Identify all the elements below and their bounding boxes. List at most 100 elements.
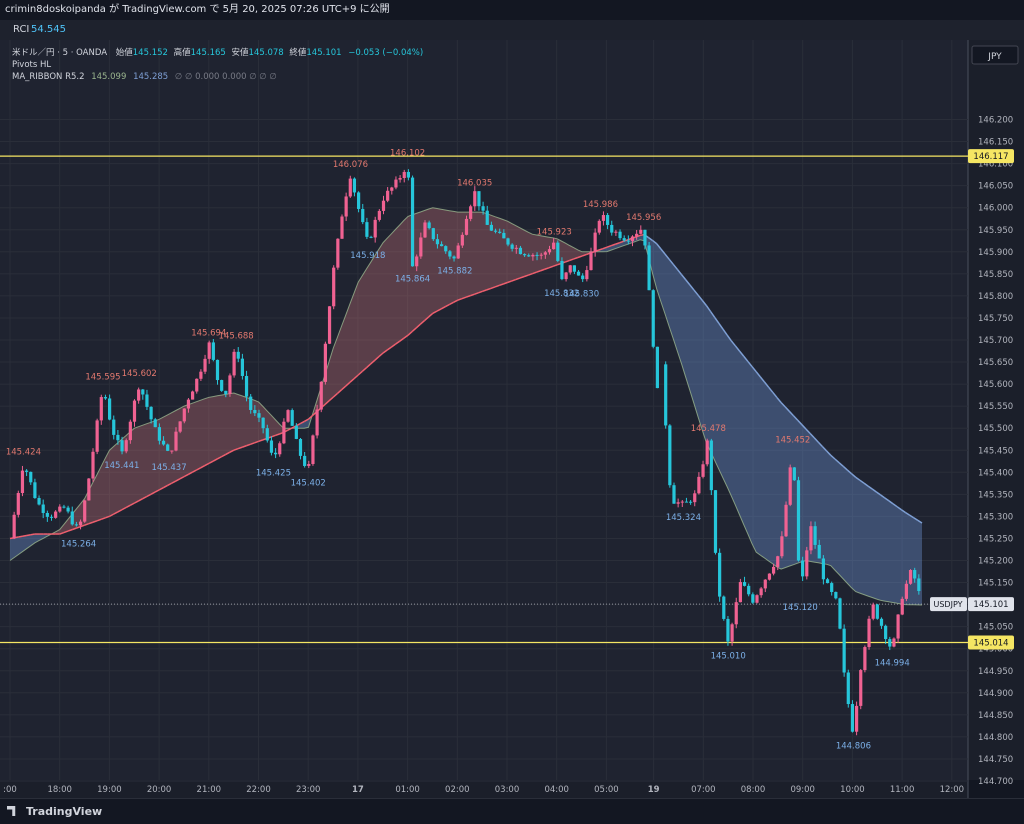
pivot-high-label: 145.424 xyxy=(6,448,41,458)
candle-body xyxy=(535,255,538,256)
candle-body xyxy=(627,241,630,242)
candle-body xyxy=(598,221,601,233)
candle-body xyxy=(838,598,841,628)
y-tick-label: 145.650 xyxy=(978,358,1013,368)
legend-low: 145.078 xyxy=(249,48,284,58)
candle-body xyxy=(490,225,493,231)
candle-body xyxy=(125,440,128,451)
candle-body xyxy=(569,265,572,272)
candle-body xyxy=(768,574,771,580)
pivot-low-label: 145.882 xyxy=(437,267,472,277)
y-tick-label: 146.050 xyxy=(978,182,1013,192)
y-tick-label: 144.900 xyxy=(978,689,1013,699)
y-tick-label: 145.200 xyxy=(978,557,1013,567)
candle-body xyxy=(270,440,273,452)
pivot-low-label: 145.425 xyxy=(256,468,291,478)
candle-body xyxy=(793,467,796,480)
candle-body xyxy=(369,237,372,238)
y-tick-label: 144.750 xyxy=(978,755,1013,765)
candle-body xyxy=(726,619,729,642)
candle-body xyxy=(361,209,364,222)
plot-area[interactable] xyxy=(0,40,968,780)
candle-body xyxy=(843,629,846,673)
x-tick-label: 22:00 xyxy=(246,785,271,795)
candle-body xyxy=(486,211,489,225)
x-tick-label: 09:00 xyxy=(790,785,815,795)
candle-body xyxy=(274,453,277,455)
candle-body xyxy=(336,239,339,268)
candle-body xyxy=(863,647,866,670)
candle-body xyxy=(789,467,792,504)
pivot-high-label: 145.956 xyxy=(626,213,661,223)
candle-body xyxy=(349,179,352,197)
legend-change: −0.053 (−0.04%) xyxy=(348,48,423,58)
x-tick-label: 20:00 xyxy=(147,785,172,795)
candle-body xyxy=(174,432,177,451)
candle-body xyxy=(415,256,418,266)
candle-body xyxy=(357,192,360,209)
candle-body xyxy=(137,389,140,400)
candle-body xyxy=(851,704,854,732)
pivot-high-label: 146.102 xyxy=(390,149,425,159)
candle-body xyxy=(560,261,563,279)
rci-pane: RCI 54.545 xyxy=(0,20,1024,41)
candle-body xyxy=(876,604,879,618)
candle-body xyxy=(465,219,468,235)
candle-body xyxy=(13,515,16,539)
y-tick-label: 145.050 xyxy=(978,623,1013,633)
candle-body xyxy=(747,586,750,594)
legend-ribbon-rest: ∅ ∅ 0.000 0.000 ∅ ∅ ∅ xyxy=(175,72,277,82)
candle-body xyxy=(760,588,763,595)
candle-body xyxy=(519,248,522,254)
candle-body xyxy=(452,257,455,259)
candle-body xyxy=(166,444,169,450)
candle-body xyxy=(784,505,787,536)
tradingview-logo[interactable]: TradingView xyxy=(7,805,102,818)
candle-body xyxy=(444,246,447,251)
legend-open-label: 始値 xyxy=(116,47,134,58)
candle-body xyxy=(677,502,680,503)
price-chart[interactable]: 145.424145.264145.595145.441145.602145.4… xyxy=(0,40,1024,798)
candle-body xyxy=(872,604,875,618)
candle-body xyxy=(552,243,555,249)
candle-body xyxy=(307,464,310,466)
candle-body xyxy=(191,392,194,400)
candle-body xyxy=(461,235,464,246)
candle-body xyxy=(291,410,294,426)
x-tick-label: 01:00 xyxy=(395,785,420,795)
candle-body xyxy=(328,306,331,343)
x-tick-label: 11:00 xyxy=(890,785,915,795)
time-scale[interactable] xyxy=(0,780,968,798)
candle-body xyxy=(751,594,754,602)
candle-body xyxy=(120,440,123,451)
rci-label[interactable]: RCI xyxy=(13,20,29,40)
candle-body xyxy=(739,582,742,602)
candle-body xyxy=(847,673,850,705)
y-tick-label: 145.850 xyxy=(978,270,1013,280)
y-tick-label: 145.950 xyxy=(978,226,1013,236)
candle-body xyxy=(407,172,410,178)
pivot-low-label: 145.830 xyxy=(564,290,599,300)
candle-body xyxy=(834,592,837,598)
candle-body xyxy=(332,268,335,307)
candle-body xyxy=(867,619,870,647)
x-tick-label: 18:00 xyxy=(47,785,72,795)
candle-body xyxy=(423,222,426,237)
candle-body xyxy=(594,233,597,252)
candle-body xyxy=(523,254,526,255)
candle-body xyxy=(179,421,182,431)
candle-body xyxy=(656,347,659,388)
candle-body xyxy=(909,570,912,584)
candle-body xyxy=(469,206,472,219)
candle-body xyxy=(75,524,78,525)
candle-body xyxy=(589,252,592,270)
footer: TradingView xyxy=(0,798,1024,824)
candle-body xyxy=(809,526,812,550)
candle-body xyxy=(618,232,621,238)
candle-body xyxy=(282,422,285,444)
currency-label[interactable]: JPY xyxy=(987,52,1002,62)
svg-text:米ドル／円 · 5 · OANDA 始値145.: 米ドル／円 · 5 · OANDA 始値145.152 高値145.165 安値… xyxy=(12,47,423,58)
candle-body xyxy=(801,561,804,577)
x-tick-label: 19 xyxy=(648,785,660,795)
legend-low-label: 安値 xyxy=(232,47,250,58)
